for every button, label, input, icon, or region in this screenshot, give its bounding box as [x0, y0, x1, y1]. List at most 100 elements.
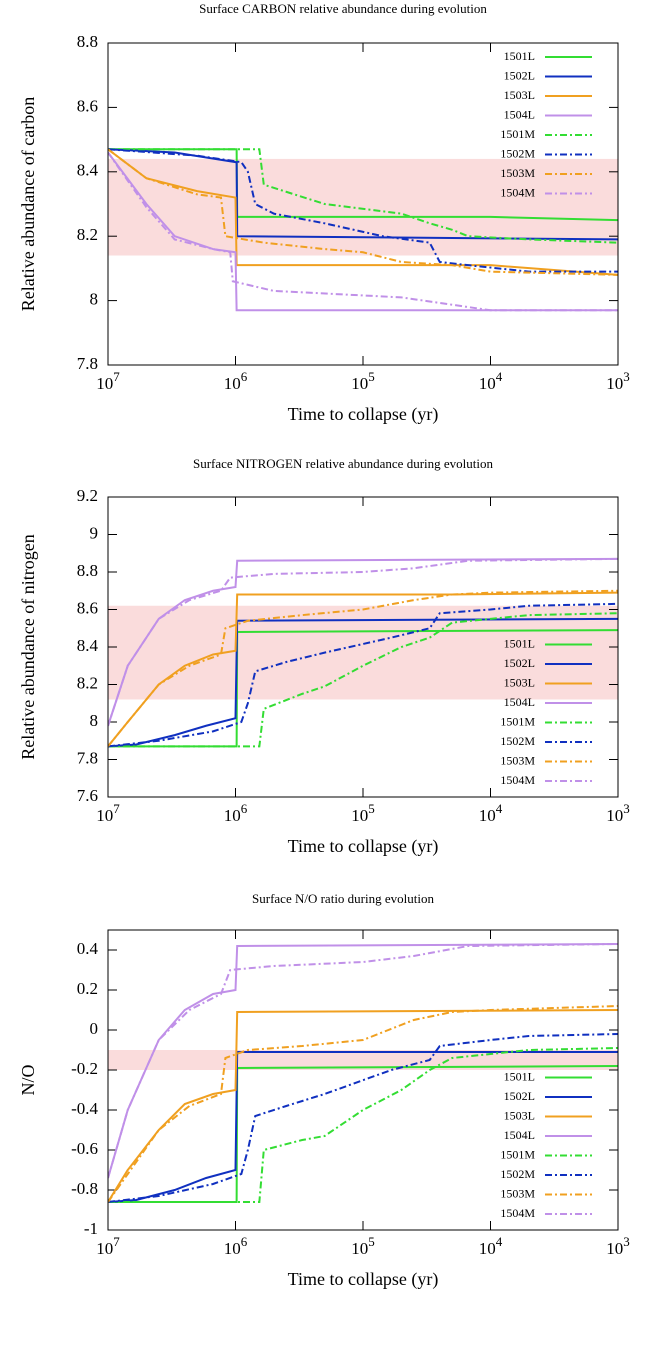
series-line: [108, 943, 618, 1179]
y-tick-label: 8.2: [77, 673, 98, 692]
legend-label: 1503M: [500, 166, 535, 180]
x-axis-label: Time to collapse (yr): [288, 1269, 439, 1290]
x-tick-label: 106: [224, 369, 248, 393]
y-tick-label: -0.8: [71, 1179, 98, 1198]
y-tick-label: -1: [84, 1219, 98, 1238]
y-tick-label: 8.6: [77, 96, 98, 115]
legend-label: 1504L: [504, 695, 535, 709]
series-line: [108, 151, 618, 312]
plot-frame: [107, 42, 619, 366]
legend-label: 1504L: [504, 107, 535, 121]
x-tick-label: 103: [606, 801, 630, 825]
legend-label: 1501M: [500, 127, 535, 141]
x-axis-label: Time to collapse (yr): [288, 404, 439, 425]
legend-label: 1502L: [504, 656, 535, 670]
y-tick-label: 8: [90, 711, 99, 730]
legend-label: 1501L: [504, 636, 535, 650]
legend-label: 1502M: [500, 146, 535, 160]
plot-frame: [107, 496, 619, 798]
y-tick-label: 8.4: [77, 636, 99, 655]
x-tick-label: 107: [96, 801, 120, 825]
series-line: [108, 589, 618, 747]
legend-label: 1502M: [500, 1167, 535, 1181]
y-tick-label: 8: [90, 290, 99, 309]
y-tick-label: -0.4: [71, 1099, 98, 1118]
x-tick-label: 104: [479, 801, 503, 825]
y-tick-label: 0: [90, 1019, 99, 1038]
y-axis-label: Relative abundance of carbon: [18, 97, 38, 311]
y-tick-label: 8.2: [77, 225, 98, 244]
series-line: [108, 1009, 618, 1203]
x-tick-label: 105: [351, 369, 375, 393]
legend-label: 1501M: [500, 1147, 535, 1161]
y-tick-label: 7.6: [77, 786, 98, 805]
x-tick-label: 106: [224, 801, 248, 825]
series-line: [108, 612, 618, 748]
series-line: [108, 1047, 618, 1203]
y-tick-label: 9.2: [77, 486, 98, 505]
chart-panel: Surface NITROGEN relative abundance duri…: [18, 456, 630, 857]
y-tick-label: 8.4: [77, 161, 99, 180]
series-line: [108, 1051, 618, 1203]
legend-label: 1504L: [504, 1128, 535, 1142]
x-tick-label: 103: [606, 1234, 630, 1258]
legend-label: 1504M: [500, 773, 535, 787]
legend-label: 1502L: [504, 1089, 535, 1103]
x-axis-label: Time to collapse (yr): [288, 836, 439, 857]
legend-label: 1503M: [500, 753, 535, 767]
series-line: [108, 148, 618, 241]
legend-label: 1504M: [500, 185, 535, 199]
y-axis-label: N/O: [18, 1065, 38, 1096]
plot-lines: [108, 557, 618, 748]
y-tick-label: -0.6: [71, 1139, 98, 1158]
x-tick-label: 107: [96, 1234, 120, 1258]
y-tick-label: 9: [90, 523, 99, 542]
legend-label: 1504M: [500, 1206, 535, 1220]
legend-label: 1501M: [500, 714, 535, 728]
plot-lines: [108, 943, 618, 1203]
series-line: [108, 1005, 618, 1203]
y-tick-label: 8.8: [77, 32, 98, 51]
series-line: [108, 557, 618, 727]
x-tick-label: 105: [351, 1234, 375, 1258]
legend-label: 1503M: [500, 1186, 535, 1200]
chart-title: Surface N/O ratio during evolution: [252, 891, 434, 906]
legend-label: 1502L: [504, 68, 535, 82]
series-line: [108, 148, 618, 244]
legend-label: 1503L: [504, 675, 535, 689]
series-line: [108, 1033, 618, 1203]
legend-label: 1501L: [504, 1069, 535, 1083]
series-line: [108, 151, 618, 312]
plot-lines: [108, 148, 618, 312]
chart-panel: Surface N/O ratio during evolution -1 -0.8…: [18, 891, 630, 1290]
y-tick-label: -0.2: [71, 1059, 98, 1078]
y-tick-label: 7.8: [77, 748, 98, 767]
x-tick-label: 104: [479, 1234, 503, 1258]
x-tick-label: 104: [479, 369, 503, 393]
y-tick-label: 8.6: [77, 598, 98, 617]
y-tick-label: 7.8: [77, 354, 98, 373]
y-tick-label: 0.4: [77, 939, 99, 958]
series-line: [108, 557, 618, 727]
legend-label: 1502M: [500, 734, 535, 748]
plot-frame: [107, 929, 619, 1231]
x-tick-label: 105: [351, 801, 375, 825]
y-axis-label: Relative abundance of nitrogen: [18, 534, 38, 759]
observed-band: [108, 605, 618, 700]
x-tick-label: 106: [224, 1234, 248, 1258]
legend-label: 1503L: [504, 1108, 535, 1122]
x-tick-label: 107: [96, 369, 120, 393]
series-line: [108, 148, 618, 276]
series-line: [108, 943, 618, 1179]
chart-panel: Surface CARBON relative abundance during…: [18, 1, 630, 425]
chart-title: Surface NITROGEN relative abundance duri…: [193, 456, 493, 471]
y-tick-label: 8.8: [77, 561, 98, 580]
observed-band: [108, 158, 618, 256]
series-line: [108, 602, 618, 748]
legend-label: 1501L: [504, 49, 535, 63]
legend-label: 1503L: [504, 88, 535, 102]
series-line: [108, 148, 618, 273]
chart-title: Surface CARBON relative abundance during…: [199, 1, 487, 16]
y-tick-label: 0.2: [77, 979, 98, 998]
